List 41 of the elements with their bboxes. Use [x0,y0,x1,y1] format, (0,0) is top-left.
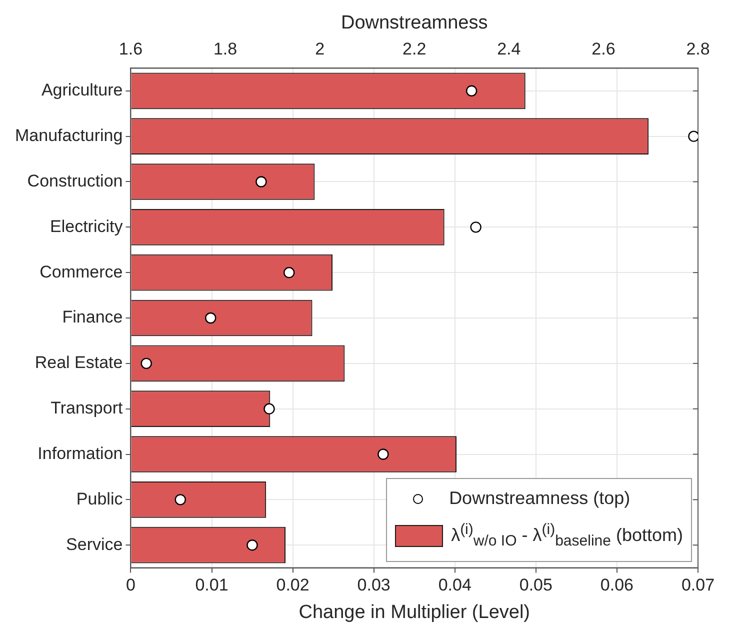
point [283,266,295,278]
x-tick-label: 0 [126,576,136,595]
y-tick-label: Finance [62,308,123,327]
y-tick-label: Public [76,489,124,508]
point [205,312,216,324]
x2-axis-title: Downstreamness [340,12,488,34]
x2-tick-label: 2.6 [592,40,616,59]
y-tick-label: Transport [50,398,123,418]
x-axis-title: Change in Multiplier (Level) [298,602,530,623]
y-tick-label: Electricity [50,216,124,236]
point [466,85,478,97]
x-tick-label: 0.02 [276,576,310,595]
x2-tick-label: 2.2 [402,40,426,59]
x-tick-label: 0.05 [519,576,552,595]
legend-label: λ$^{(i)}$$_{w/o IO}$ - λ$^{(i)}$$_{baseline}$ (bottom) [451,520,683,552]
y-tick-label: Agriculture [41,80,123,100]
point [470,222,482,233]
y-tick-label: Manufacturing [14,126,123,146]
point [688,130,698,142]
x2-tick-label: 2.8 [686,40,710,59]
point [256,176,267,188]
point [378,448,389,460]
y-tick-label: Real Estate [34,353,123,372]
x-tick-label: 0.07 [681,576,715,595]
y-tick-label: Service [66,534,123,554]
x2-tick-label: 2.4 [497,40,521,59]
legend-label: Downstreamness (top) [449,487,630,510]
y-tick-label: Commerce [40,262,123,282]
x-tick-label: 0.03 [357,576,390,595]
y-tick-label: Information [38,444,123,463]
point [264,403,275,414]
x-tick-label: 0.01 [195,576,228,595]
x2-tick-label: 2 [315,40,325,59]
x2-tick-label: 1.8 [213,40,238,59]
y-tick-label: Construction [27,171,123,190]
point [174,494,186,506]
x-tick-label: 0.06 [600,576,634,595]
x-tick-label: 0.04 [438,576,472,595]
x2-tick-label: 1.6 [118,40,143,59]
point [140,358,152,370]
point [246,539,258,551]
